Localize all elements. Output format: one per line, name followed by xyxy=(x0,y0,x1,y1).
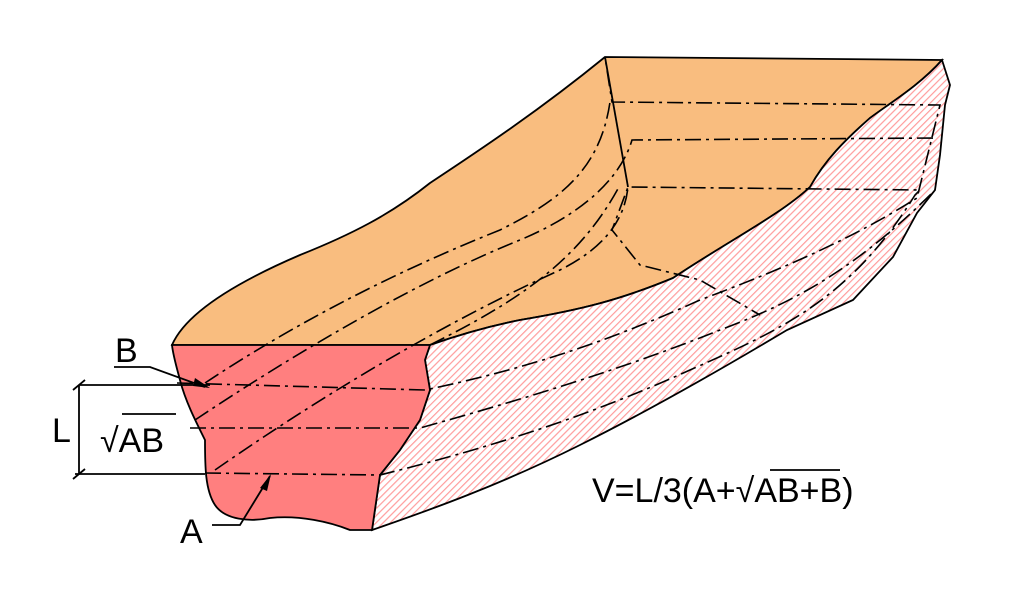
volume-formula: V=L/3(A+√AB+B) xyxy=(592,472,854,510)
label-sqrt-ab: √AB xyxy=(100,422,164,460)
label-b: B xyxy=(115,332,138,370)
leader-b xyxy=(114,366,210,388)
label-a: A xyxy=(180,513,203,551)
label-l: L xyxy=(52,412,71,450)
contour-lines xyxy=(176,56,942,476)
leader-a xyxy=(212,474,271,526)
front-section xyxy=(171,344,432,531)
side-face xyxy=(370,58,951,532)
height-dimension xyxy=(72,379,210,480)
